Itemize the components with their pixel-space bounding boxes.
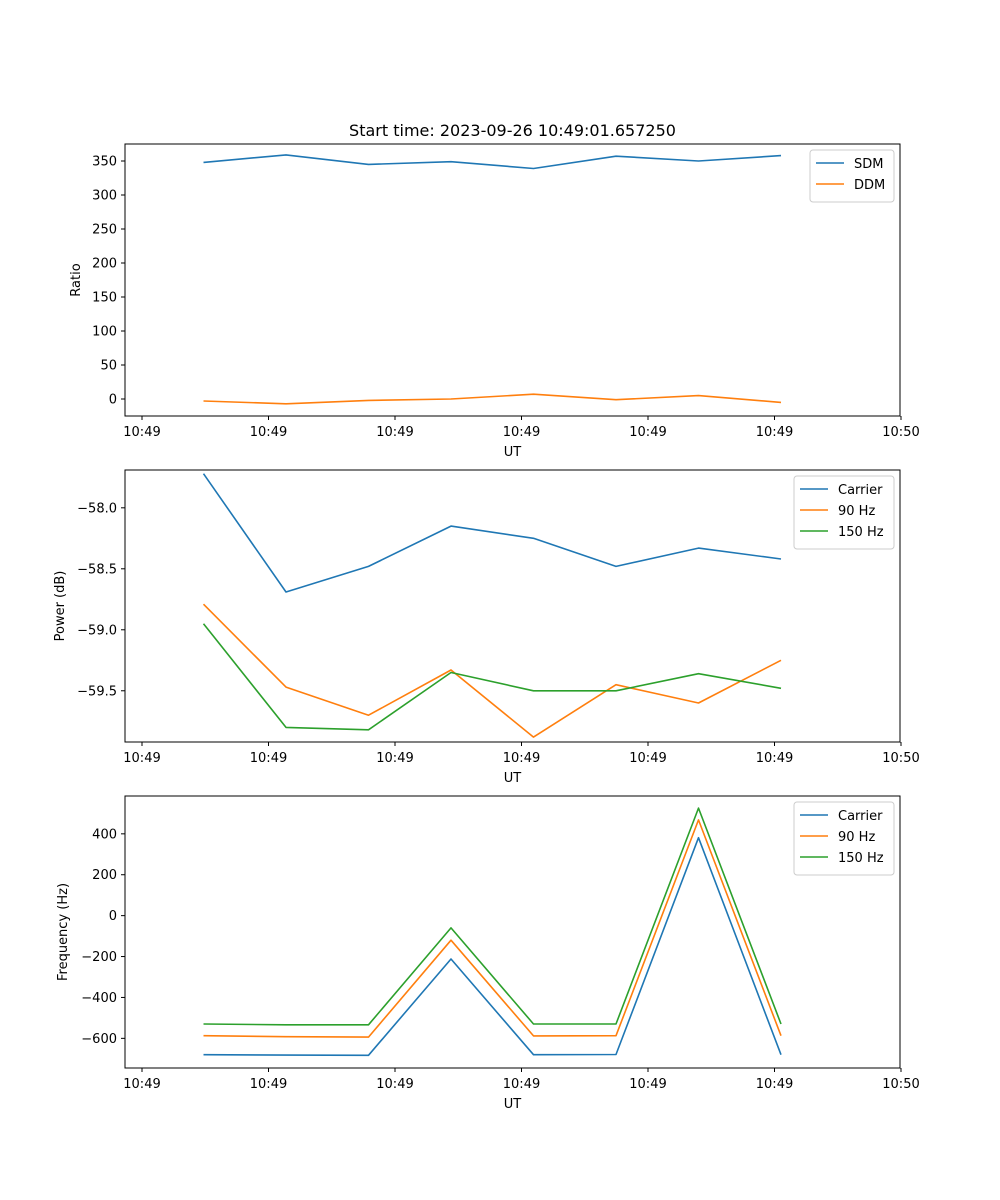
power-legend-label: Carrier (838, 483, 883, 498)
ratio-panel: 10:49 10:49 10:49 10:49 10:49 10:49 10:50 0 50 1… (69, 143, 920, 460)
frequency-series-line-150-hz (203, 807, 782, 1026)
frequency-axes-frame (124, 795, 901, 1069)
power-x-tick-label: 10:49 (756, 751, 793, 766)
chart-title: Start time: 2023-09-26 10:49:01.657250 (349, 121, 676, 140)
ratio-x-tick-label: 10:49 (250, 425, 287, 440)
frequency-legend-label: 90 Hz (838, 830, 875, 845)
ratio-y-tick-label: 200 (92, 257, 117, 272)
frequency-x-axis-label: UT (504, 1097, 522, 1112)
ratio-x-tick-label: 10:49 (376, 425, 413, 440)
frequency-panel: 10:49 10:49 10:49 10:49 10:49 10:49 10:50 400 2… (56, 795, 920, 1112)
ratio-x-tick-label: 10:50 (882, 425, 919, 440)
power-x-tick-label: 10:49 (123, 751, 160, 766)
power-x-tick-label: 10:49 (629, 751, 666, 766)
frequency-x-tick-label: 10:49 (376, 1077, 413, 1092)
power-panel: 10:49 10:49 10:49 10:49 10:49 10:49 10:50 −58.… (53, 469, 920, 786)
power-x-axis-label: UT (504, 771, 522, 786)
frequency-x-tick-label: 10:49 (250, 1077, 287, 1092)
frequency-x-tick-label: 10:50 (882, 1077, 919, 1092)
frequency-series-line-carrier (203, 836, 782, 1057)
frequency-y-axis-label: Frequency (Hz) (56, 883, 71, 981)
ratio-series-line-sdm (203, 154, 782, 170)
power-legend-label: 150 Hz (838, 525, 884, 540)
ratio-y-tick-label: 250 (92, 223, 117, 238)
frequency-y-tick-label: −200 (81, 950, 117, 965)
frequency-y-tick-label: 400 (92, 827, 117, 842)
frequency-legend-label: 150 Hz (838, 851, 884, 866)
ratio-x-tick-label: 10:49 (123, 425, 160, 440)
power-series-line-90-hz (202, 603, 782, 738)
ratio-y-tick-label: 300 (92, 189, 117, 204)
ratio-y-tick-label: 150 (92, 291, 117, 306)
frequency-lines (203, 807, 782, 1057)
ratio-axes-frame (124, 143, 901, 417)
frequency-x-tick-label: 10:49 (629, 1077, 666, 1092)
ratio-y-tick-label: 50 (100, 359, 117, 374)
power-y-tick-label: −58.5 (77, 562, 117, 577)
ratio-legend-label: DDM (854, 178, 885, 193)
ratio-legend: SDM DDM (809, 149, 895, 203)
power-x-ticks: 10:49 10:49 10:49 10:49 10:49 10:49 10:50 (123, 742, 920, 766)
power-legend: Carrier 90 Hz 150 Hz (793, 475, 895, 550)
power-x-tick-label: 10:50 (882, 751, 919, 766)
ratio-y-tick-label: 0 (109, 393, 117, 408)
power-x-tick-label: 10:49 (503, 751, 540, 766)
power-y-axis-label: Power (dB) (53, 571, 68, 642)
power-series-line-150-hz (202, 623, 782, 731)
frequency-x-tick-label: 10:49 (756, 1077, 793, 1092)
frequency-x-tick-label: 10:49 (123, 1077, 160, 1092)
power-series-line-carrier (202, 473, 782, 593)
power-y-tick-label: −59.0 (77, 623, 117, 638)
ratio-y-tick-label: 350 (92, 155, 117, 170)
frequency-x-tick-label: 10:49 (503, 1077, 540, 1092)
frequency-legend-label: Carrier (838, 809, 883, 824)
ratio-x-tick-label: 10:49 (756, 425, 793, 440)
ratio-lines (203, 154, 782, 405)
ratio-y-tick-label: 100 (92, 325, 117, 340)
frequency-y-tick-label: −600 (81, 1032, 117, 1047)
power-y-tick-label: −58.0 (77, 501, 117, 516)
ratio-x-tick-label: 10:49 (503, 425, 540, 440)
power-x-tick-label: 10:49 (250, 751, 287, 766)
frequency-series-line-90-hz (203, 819, 782, 1038)
power-axes-frame (124, 469, 901, 743)
power-lines (202, 473, 782, 738)
power-x-tick-label: 10:49 (376, 751, 413, 766)
frequency-y-tick-label: −400 (81, 991, 117, 1006)
ratio-y-axis-label: Ratio (69, 263, 84, 296)
ratio-series-line-ddm (203, 393, 782, 405)
ratio-x-tick-label: 10:49 (629, 425, 666, 440)
ratio-x-axis-label: UT (504, 445, 522, 460)
frequency-legend: Carrier 90 Hz 150 Hz (793, 801, 895, 876)
frequency-x-ticks: 10:49 10:49 10:49 10:49 10:49 10:49 10:50 (123, 1068, 920, 1092)
frequency-y-tick-label: 200 (92, 868, 117, 883)
ratio-x-ticks: 10:49 10:49 10:49 10:49 10:49 10:49 10:50 (123, 416, 920, 440)
power-y-ticks: −58.0 −58.5 −59.0 −59.5 (77, 501, 125, 699)
frequency-y-tick-label: 0 (109, 909, 117, 924)
power-y-tick-label: −59.5 (77, 684, 117, 699)
frequency-y-ticks: 400 200 0 −200 −400 −600 (81, 827, 125, 1047)
power-legend-label: 90 Hz (838, 504, 875, 519)
ratio-legend-label: SDM (854, 157, 883, 172)
ratio-y-ticks: 0 50 100 150 200 250 300 350 (92, 155, 125, 408)
